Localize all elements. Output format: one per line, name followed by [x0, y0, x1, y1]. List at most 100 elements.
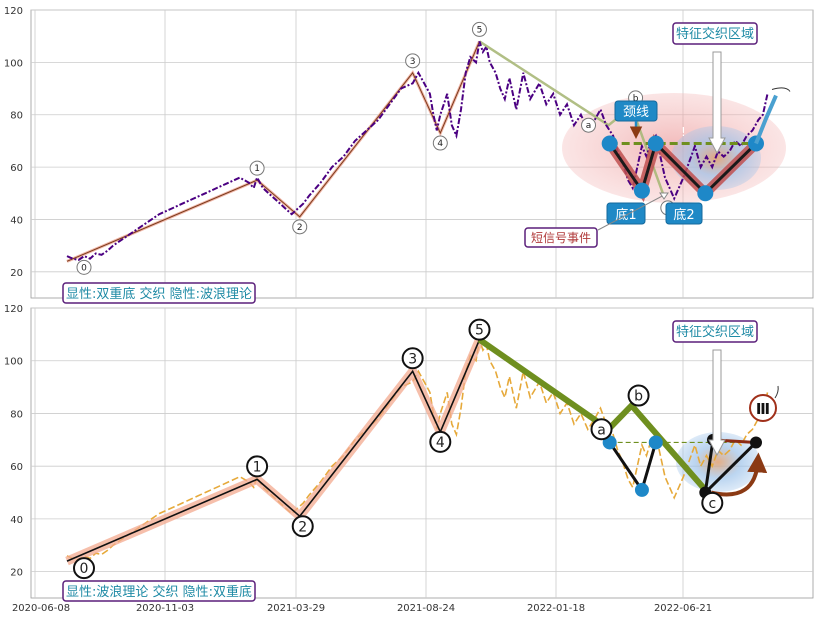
wave-label-circle — [468, 318, 491, 341]
wave-label-circle — [292, 219, 308, 235]
y-tick-label: 120 — [4, 6, 23, 17]
feature-zone-arrow-bottom — [708, 349, 726, 457]
wave-label: 1 — [253, 459, 262, 475]
caption-top-box — [62, 282, 256, 304]
wave-iii-circle — [749, 394, 777, 422]
price-line — [66, 339, 769, 561]
x-tick-label: 2021-08-24 — [397, 603, 455, 614]
marker-glyph: ! — [681, 125, 686, 139]
wave-label-circle — [581, 117, 597, 133]
wave-label: 5 — [477, 25, 483, 35]
wave-label: 0 — [80, 561, 89, 577]
short-signal-arrow — [597, 192, 669, 231]
wave-label: 4 — [437, 139, 443, 149]
projection-arrow — [710, 452, 768, 497]
x-tick-label: 2022-01-18 — [527, 603, 585, 614]
caption-bottom-box — [62, 580, 256, 602]
wave-iii-arrow — [774, 385, 779, 399]
wave-label-circle — [701, 491, 724, 514]
y-tick-label: 100 — [4, 58, 23, 69]
wave-label: 3 — [410, 57, 416, 67]
wave-label: 1 — [254, 164, 260, 174]
wave-label: b — [633, 94, 639, 104]
bottom-y-ticks: 20 40 60 80 100 120 — [4, 304, 23, 579]
pattern-point — [750, 436, 762, 449]
wave-label-circle — [76, 259, 92, 275]
wave-label-circle — [432, 135, 448, 151]
x-tick-label: 2021-03-29 — [267, 603, 325, 614]
y-tick-label: 40 — [10, 215, 23, 226]
wave-label-circle — [246, 455, 269, 478]
y-tick-label: 120 — [4, 304, 23, 315]
feature-zone-text-bottom: 特征交织区域 — [676, 324, 754, 340]
bottom2-text: 底2 — [673, 207, 694, 223]
wave-iii-label: Ⅲ — [756, 400, 770, 418]
feature-zone-callout-bottom: 特征交织区域 — [672, 320, 758, 457]
pattern-point — [634, 482, 649, 497]
wave-label: 2 — [298, 519, 307, 535]
caption-top-text: 显性:双重底 交织 隐性:波浪理论 — [66, 286, 252, 302]
wave-label: c — [708, 496, 716, 512]
x-tick-label: 2022-06-21 — [654, 603, 712, 614]
y-tick-label: 60 — [10, 163, 23, 174]
wave-label-circle — [429, 430, 452, 453]
feature-zone-callout-top: 特征交织区域 — [672, 22, 758, 155]
bottom-wave-overlay — [65, 337, 708, 566]
top-double-bottom-pattern: ! — [601, 87, 791, 203]
y-tick-label: 100 — [4, 357, 23, 368]
breakout-arrow — [771, 87, 791, 92]
pattern-line — [704, 441, 758, 494]
wave-label-circle — [471, 21, 487, 37]
y-tick-label: 80 — [10, 409, 23, 420]
bottom1-box — [606, 202, 646, 225]
bottom2-box — [665, 202, 703, 225]
x-tick-label: 2020-11-03 — [136, 603, 194, 614]
wave-label-circle — [627, 384, 650, 407]
wave-label-circle — [249, 160, 265, 176]
short-signal-callout: 短信号事件 — [524, 192, 669, 248]
feature-zone-text-top: 特征交织区域 — [676, 26, 754, 42]
wave-label: a — [586, 121, 592, 131]
feature-zone-box-top — [672, 22, 758, 45]
wave-label-circle — [73, 557, 95, 580]
bottom2-callout: 底2 — [665, 202, 703, 225]
caption-top: 显性:双重底 交织 隐性:波浪理论 — [62, 282, 256, 304]
wave-label-circle — [291, 515, 314, 538]
impulse-wave-line — [66, 339, 481, 562]
y-tick-label: 40 — [10, 515, 23, 526]
bottom1-callout: 底1 — [606, 202, 646, 225]
price-line — [66, 41, 769, 262]
y-tick-label: 20 — [10, 268, 23, 279]
feature-zone-box-bottom — [672, 320, 758, 343]
x-tick-label: 2020-06-08 — [12, 603, 70, 614]
feature-zone-arrow-top — [708, 51, 726, 155]
top-price-series — [66, 41, 769, 262]
wave-label: 4 — [436, 435, 445, 451]
pattern-point — [648, 435, 663, 450]
wave-label: 2 — [297, 223, 303, 233]
neckline-callout: 颈线 — [614, 100, 658, 139]
caption-bottom-text: 显性:波浪理论 交织 隐性:双重底 — [66, 584, 252, 600]
bottom-price-series — [66, 339, 769, 561]
corrective-wave-line — [477, 337, 708, 492]
wave-label: 5 — [475, 323, 484, 339]
pattern-point — [647, 135, 664, 152]
impulse-wave-line — [66, 41, 480, 262]
short-signal-box — [524, 227, 598, 248]
pattern-point — [633, 182, 650, 199]
caption-bottom: 显性:波浪理论 交织 隐性:双重底 — [62, 580, 256, 602]
wave-label-circle — [590, 418, 613, 441]
y-tick-label: 60 — [10, 462, 23, 473]
short-signal-arrowhead — [659, 192, 669, 200]
short-signal-text: 短信号事件 — [531, 231, 591, 245]
top-y-ticks: 20 40 60 80 100 120 — [4, 6, 23, 279]
y-tick-label: 80 — [10, 111, 23, 122]
breakout-path — [754, 94, 778, 145]
pattern-point — [697, 185, 714, 202]
wave-label-circle — [401, 347, 424, 370]
bottom-x-ticks: 2020-06-08 2020-11-03 2021-03-29 2021-08-24… — [12, 603, 712, 614]
wave-label: 3 — [408, 351, 417, 367]
